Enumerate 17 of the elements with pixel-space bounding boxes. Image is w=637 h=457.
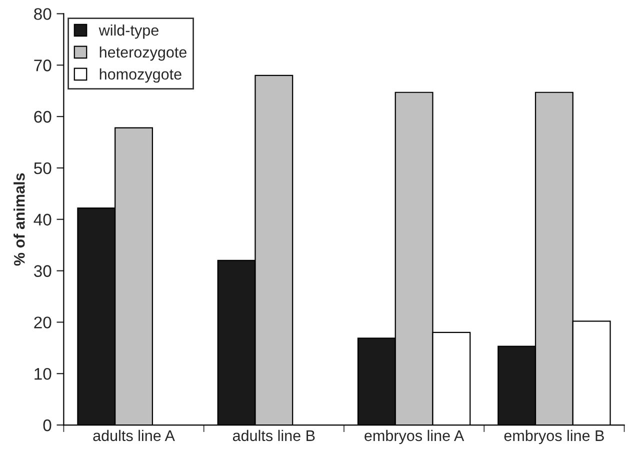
y-tick-label: 40: [34, 214, 52, 226]
y-tick-label: 70: [34, 60, 52, 72]
x-tick-label: embryos line A: [364, 430, 464, 444]
y-tick-label: 60: [34, 110, 52, 123]
x-tick-label: adults line B: [232, 430, 315, 442]
legend-label: homozygote: [100, 68, 182, 83]
y-tick-label: 10: [34, 368, 52, 380]
y-tick-label: 30: [34, 265, 52, 277]
x-tick-label: adults line A: [93, 430, 175, 442]
y-tick-label: 50: [34, 162, 52, 174]
x-tick-label: embryos line B: [504, 430, 604, 444]
legend-label: wild-type: [98, 24, 158, 39]
y-axis-title: % of animals: [14, 173, 25, 266]
y-tick-label: 20: [34, 316, 52, 328]
y-tick-label: 80: [34, 8, 52, 20]
legend-label: heterozygote: [100, 46, 186, 61]
y-tick-label: 0: [43, 419, 52, 432]
